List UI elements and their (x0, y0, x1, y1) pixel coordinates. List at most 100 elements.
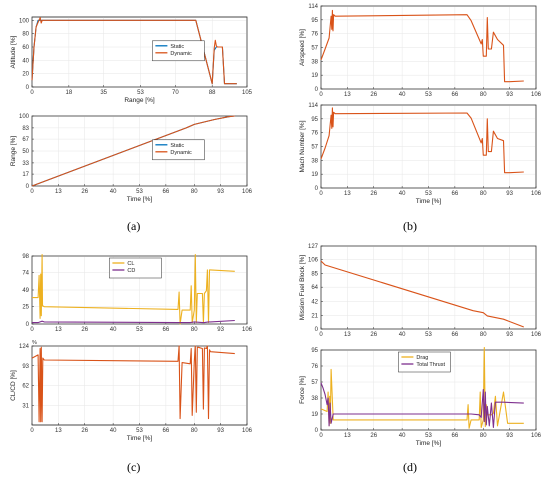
x-tick-label: 80 (480, 92, 487, 98)
x-tick-label: 53 (425, 433, 432, 439)
x-tick-label: 66 (452, 433, 459, 439)
plot-frame (320, 104, 537, 189)
chart-c2: 0 13 26 40 53 66 80 93 106 31 62 93 124 Time [%] CL/CD… (10, 340, 253, 442)
y-tick-label: 114 (308, 103, 318, 109)
x-tick-label: 93 (506, 191, 513, 197)
y-tick-label: 0 (26, 85, 30, 91)
x-tick-label: 35 (100, 90, 107, 96)
x-tick-label: 66 (452, 92, 459, 98)
x-tick-label: 53 (425, 92, 432, 98)
series-line-cl (32, 254, 235, 325)
x-tick-label: 0 (30, 428, 34, 434)
y-axis-label: Mission Fuel Block [%] (299, 255, 306, 321)
x-tick-label: 26 (81, 327, 88, 333)
x-tick-label: 13 (344, 433, 351, 439)
y-tick-label: 93 (22, 364, 29, 370)
legend-box (109, 257, 162, 279)
x-tick-label: 105 (242, 90, 253, 96)
x-tick-label: 0 (30, 189, 34, 195)
x-tick-label: 93 (506, 433, 513, 439)
x-tick-label: 26 (370, 191, 377, 197)
chart-d2: 0 13 26 40 53 66 80 93 106 0 19 38 57 76 95 Time [%] For… (299, 346, 542, 447)
y-tick-label: 50 (22, 149, 29, 155)
y-tick-label: 100 (19, 114, 30, 120)
y-tick-label: 106 (308, 258, 319, 264)
y-tick-label: 57 (311, 380, 318, 386)
plot-frame (320, 349, 537, 431)
chart-b2: 0 13 26 40 53 66 80 93 106 0 19 38 57 76 95 114 Time [%]… (299, 103, 542, 205)
chart-b1: 0 13 26 40 53 66 80 93 106 0 19 38 57 76 95 114 Airspeed… (299, 4, 542, 98)
x-tick-label: 80 (191, 189, 198, 195)
x-tick-label: 40 (399, 92, 406, 98)
x-tick-label: 80 (480, 191, 487, 197)
x-axis-label: Time [%] (127, 196, 153, 203)
y-axis-label: Airspeed [%] (299, 29, 306, 66)
x-axis-label: Time [%] (416, 198, 442, 205)
x-tick-label: 13 (55, 327, 62, 333)
y-tick-label: 31 (22, 403, 29, 409)
x-tick-label: 80 (480, 433, 487, 439)
series-line-main (31, 345, 235, 423)
x-tick-label: 106 (531, 191, 542, 197)
y-tick-label: 19 (311, 412, 318, 418)
x-tick-label: 53 (425, 191, 432, 197)
x-tick-label: 93 (506, 92, 513, 98)
x-tick-label: 26 (81, 428, 88, 434)
x-tick-label: 13 (344, 191, 351, 197)
y-axis-label: Altitude [%] (10, 35, 17, 68)
y-tick-label: 42 (311, 300, 318, 306)
x-tick-label: 26 (370, 92, 377, 98)
y-tick-label: 98 (22, 254, 29, 260)
legend-label: CD (127, 268, 135, 274)
x-tick-label: 26 (370, 332, 377, 338)
y-tick-label: 0 (315, 428, 319, 434)
x-tick-label: 106 (242, 428, 253, 434)
x-axis-label: Time [%] (127, 435, 153, 442)
y-tick-label: 20 (22, 72, 29, 78)
y-tick-label: 57 (311, 46, 318, 52)
x-tick-label: 13 (344, 332, 351, 338)
y-tick-label: 40 (22, 58, 29, 64)
x-tick-label: 0 (319, 433, 323, 439)
chart-d1: 0 13 26 40 53 66 80 93 106 0 21 42 64 85 106 127Mission… (299, 244, 542, 338)
x-tick-label: 80 (191, 428, 198, 434)
x-tick-label: 93 (217, 428, 224, 434)
y-tick-label: 76 (311, 364, 318, 370)
y-tick-label: 38 (311, 158, 318, 164)
plot-area (31, 16, 248, 88)
x-tick-label: 106 (531, 92, 542, 98)
y-tick-label: 21 (311, 313, 318, 319)
series-line-dynamic (31, 115, 235, 187)
legend-label: CL (127, 261, 134, 267)
x-tick-label: 13 (55, 428, 62, 434)
legend-label: Total Thrust (416, 362, 445, 368)
plot-frame (31, 16, 248, 88)
chart-a1: 0 18 35 53 70 88 105 0 20 40 60 80 100 Range [%] Altit… (10, 16, 253, 104)
x-tick-label: 106 (242, 189, 253, 195)
y-tick-label: 0 (26, 322, 30, 328)
y-axis-label: CL/CD [%] (10, 370, 17, 401)
series-line-cd (32, 319, 235, 324)
y-tick-label: 19 (311, 172, 318, 178)
caption-c: (c) (127, 460, 141, 474)
y-tick-label: 57 (311, 145, 318, 151)
series-line-main (320, 107, 524, 174)
y-axis-label: Force [%] (299, 376, 306, 404)
legend-label: Static (170, 44, 184, 50)
y-tick-label: 62 (22, 384, 29, 390)
x-tick-label: 106 (531, 332, 542, 338)
x-tick-label: 26 (370, 433, 377, 439)
legend-label: Dynamic (170, 150, 192, 156)
x-tick-label: 53 (136, 189, 143, 195)
series-line-total-thrust (320, 382, 524, 429)
y-tick-label: 114 (308, 4, 318, 10)
y-tick-label: 38 (311, 59, 318, 65)
plot-frame (31, 345, 248, 426)
x-tick-label: 0 (319, 191, 323, 197)
x-tick-label: 40 (399, 191, 406, 197)
x-tick-label: 26 (81, 189, 88, 195)
y-tick-label: 127 (308, 244, 319, 250)
x-tick-label: 66 (163, 428, 170, 434)
